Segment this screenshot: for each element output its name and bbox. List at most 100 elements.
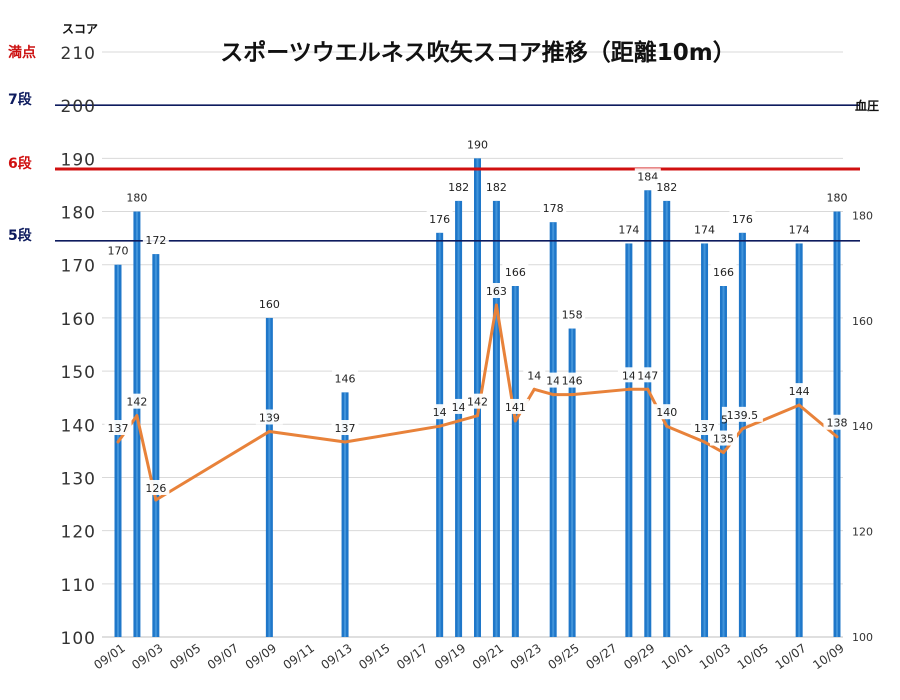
bar-label-bg xyxy=(691,221,718,237)
line-label: 14 xyxy=(527,369,541,382)
line-point xyxy=(494,303,498,307)
bar-label-bg xyxy=(483,178,510,194)
line-label: 142 xyxy=(126,396,147,409)
line-label: 163 xyxy=(486,285,507,298)
x-tick-label: 09/07 xyxy=(205,641,241,672)
bar-label-bg xyxy=(332,370,359,386)
chart-title: スポーツウエルネス吹矢スコア推移（距離10m） xyxy=(220,39,736,66)
bar-label-bg xyxy=(824,189,850,205)
x-tick-label: 10/05 xyxy=(735,641,771,672)
line-label-fragment: 5 xyxy=(721,414,728,427)
bar-highlight xyxy=(552,222,555,637)
line-label-bg xyxy=(634,367,662,383)
bar-label-bg xyxy=(256,295,283,311)
bar-label-bg xyxy=(559,306,586,322)
bar-label-bg xyxy=(105,242,131,258)
bar-label-bg xyxy=(540,200,567,216)
line-label-bg xyxy=(331,420,359,436)
bar-label-bg xyxy=(426,210,453,226)
x-tick-label: 09/11 xyxy=(281,641,317,672)
line-label: 141 xyxy=(505,401,526,414)
line-label-bg xyxy=(721,406,763,422)
line-label-bg xyxy=(523,367,546,383)
line-label-bg xyxy=(142,479,170,495)
bar-label: 170 xyxy=(108,245,129,258)
bar-label-bg xyxy=(786,221,813,237)
line-label: 126 xyxy=(145,482,166,495)
line-label: 146 xyxy=(562,375,583,388)
x-tick-label: 09/27 xyxy=(583,641,619,672)
bar-label: 166 xyxy=(505,266,526,279)
bar-label: 180 xyxy=(827,192,848,205)
x-tick-label: 09/21 xyxy=(470,641,506,672)
line-label-bg xyxy=(464,393,491,409)
line-label: 139.5 xyxy=(727,409,759,422)
y-tick-label: 210 xyxy=(61,44,96,64)
bar-label: 172 xyxy=(145,234,166,247)
y-tick-label: 120 xyxy=(61,523,96,543)
line-label: 14 xyxy=(452,401,466,414)
bar-highlight xyxy=(627,243,630,638)
line-point xyxy=(267,429,271,433)
bar-highlight xyxy=(457,200,460,637)
line-point xyxy=(457,419,461,423)
x-tick-label: 09/19 xyxy=(432,641,468,672)
bar-label: 158 xyxy=(562,309,583,322)
line-label: 147 xyxy=(637,369,658,382)
line-label: 139 xyxy=(259,411,280,424)
x-tick-label: 09/05 xyxy=(167,641,203,672)
y2-tick-label: 180 xyxy=(852,209,873,222)
bar-label-bg xyxy=(615,221,642,237)
bar-highlight xyxy=(495,200,498,637)
reference-label: 満点 xyxy=(8,44,36,61)
bar-highlight xyxy=(571,328,574,637)
bar-highlight xyxy=(344,392,347,637)
bar-highlight xyxy=(722,286,725,637)
bar-highlight xyxy=(646,190,649,638)
bar-label-bg xyxy=(653,178,680,194)
bar-highlight xyxy=(438,232,441,637)
line-label-bg xyxy=(428,404,451,420)
line-label: 14 xyxy=(433,406,447,419)
line-point xyxy=(665,424,669,428)
y2-tick-label: 160 xyxy=(852,315,873,328)
line-label: 14 xyxy=(546,375,560,388)
x-tick-label: 09/29 xyxy=(621,641,657,672)
x-tick-label: 09/03 xyxy=(129,641,165,672)
bar-label: 146 xyxy=(335,372,356,385)
x-tick-label: 09/13 xyxy=(318,641,354,672)
y-tick-label: 150 xyxy=(61,363,96,383)
bar-label: 176 xyxy=(732,213,753,226)
line-label-bg xyxy=(123,393,151,409)
y-tick-label: 190 xyxy=(61,150,96,170)
bar-highlight xyxy=(268,317,271,637)
x-tick-label: 10/03 xyxy=(697,641,733,672)
bar-label: 166 xyxy=(713,266,734,279)
y2-tick-label: 100 xyxy=(852,631,873,644)
bar-highlight xyxy=(741,232,744,637)
reference-label: 5段 xyxy=(8,227,32,244)
line-point xyxy=(835,435,839,439)
line-point xyxy=(154,498,158,502)
bar-label: 160 xyxy=(259,298,280,311)
reference-label: 7段 xyxy=(8,91,32,108)
bar-label-bg xyxy=(710,264,737,279)
line-label-bg xyxy=(823,414,851,430)
y-tick-label: 100 xyxy=(61,629,96,649)
bar-label: 176 xyxy=(429,213,450,226)
y2-tick-label: 140 xyxy=(852,420,873,433)
line-label-bg xyxy=(653,404,681,420)
y-tick-label: 180 xyxy=(61,204,96,224)
line-point xyxy=(570,393,574,397)
data-labels: 170 180 172 160 146 176 182 190 182 166 178 158 174 1… xyxy=(104,136,851,495)
bar-highlight xyxy=(514,286,517,637)
line-point xyxy=(721,451,725,455)
line-point xyxy=(646,387,650,391)
line-label: 14 xyxy=(622,369,636,382)
x-tick-label: 09/25 xyxy=(545,641,581,672)
line-series xyxy=(116,303,839,502)
bar-highlight xyxy=(154,254,157,637)
bar-label: 182 xyxy=(486,181,507,194)
x-tick-label: 10/01 xyxy=(659,641,695,672)
y-tick-label: 200 xyxy=(61,97,96,117)
